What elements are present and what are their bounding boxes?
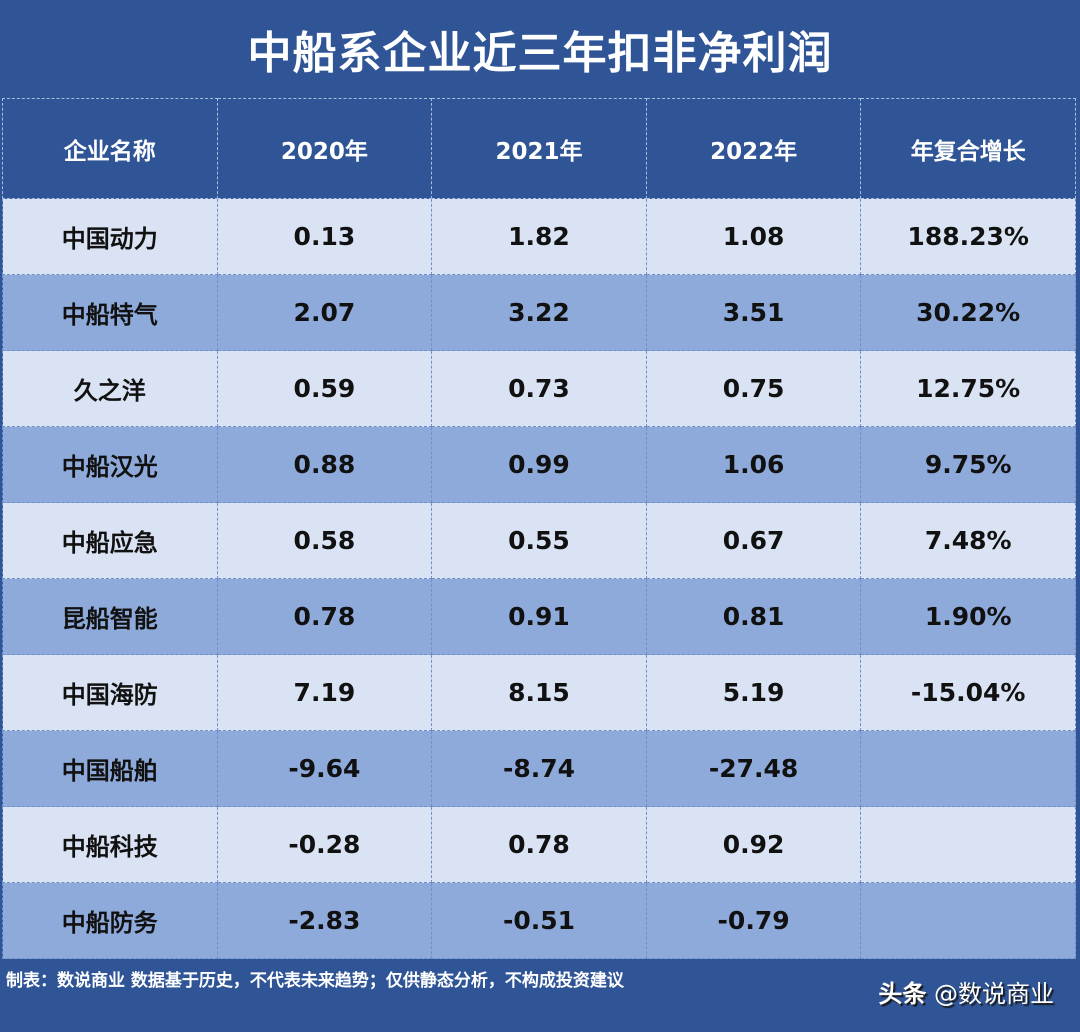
value-2021: 0.78 [431, 806, 647, 883]
value-2022: 1.06 [645, 426, 862, 503]
value-2021: 0.91 [431, 578, 647, 655]
value-cagr: 1.90% [860, 578, 1076, 655]
value-2022: 0.75 [645, 350, 862, 427]
value-2022: -0.79 [645, 882, 862, 959]
value-2022: 3.51 [645, 274, 862, 351]
value-2022: 0.67 [645, 502, 862, 579]
table-row: 昆船智能 0.78 0.91 0.81 1.90% [2, 578, 1076, 655]
value-cagr: 12.75% [860, 350, 1076, 427]
value-cagr: 30.22% [860, 274, 1076, 351]
company-name: 中船应急 [2, 502, 218, 579]
table-row: 中船防务 -2.83 -0.51 -0.79 [2, 882, 1076, 959]
value-2021: -8.74 [431, 730, 647, 807]
company-name: 中国船舶 [2, 730, 218, 807]
header-cagr: 年复合增长 [860, 98, 1076, 199]
value-2022: 1.08 [645, 198, 862, 275]
value-2021: -0.51 [431, 882, 647, 959]
page-title: 中船系企业近三年扣非净利润 [247, 28, 833, 79]
value-2020: -0.28 [216, 806, 433, 883]
value-2020: 0.58 [216, 502, 433, 579]
value-cagr: 188.23% [860, 198, 1076, 275]
table-row: 中船应急 0.58 0.55 0.67 7.48% [2, 502, 1076, 579]
table-row: 中国动力 0.13 1.82 1.08 188.23% [2, 198, 1076, 275]
value-2020: -9.64 [216, 730, 433, 807]
table-row: 中船特气 2.07 3.22 3.51 30.22% [2, 274, 1076, 351]
value-2021: 3.22 [431, 274, 647, 351]
company-name: 中国动力 [2, 198, 218, 275]
value-cagr [860, 730, 1076, 807]
company-name: 中船特气 [2, 274, 218, 351]
value-cagr: -15.04% [860, 654, 1076, 731]
company-name: 久之洋 [2, 350, 218, 427]
value-2021: 0.73 [431, 350, 647, 427]
table-row: 中国海防 7.19 8.15 5.19 -15.04% [2, 654, 1076, 731]
company-name: 中船防务 [2, 882, 218, 959]
watermark-brand: 头条 [878, 980, 927, 1008]
value-2022: -27.48 [645, 730, 862, 807]
header-2022: 2022年 [645, 98, 862, 199]
table-row: 中船科技 -0.28 0.78 0.92 [2, 806, 1076, 883]
value-2020: 0.88 [216, 426, 433, 503]
value-2021: 0.99 [431, 426, 647, 503]
table-row: 中船汉光 0.88 0.99 1.06 9.75% [2, 426, 1076, 503]
company-name: 中船科技 [2, 806, 218, 883]
table-header-row: 企业名称 2020年 2021年 2022年 年复合增长 [2, 98, 1076, 199]
value-2022: 0.81 [645, 578, 862, 655]
value-2020: 0.59 [216, 350, 433, 427]
value-2020: -2.83 [216, 882, 433, 959]
value-2022: 0.92 [645, 806, 862, 883]
value-2020: 0.13 [216, 198, 433, 275]
profit-table: 企业名称 2020年 2021年 2022年 年复合增长 中国动力 0.13 1… [2, 98, 1076, 959]
value-2020: 0.78 [216, 578, 433, 655]
company-name: 中船汉光 [2, 426, 218, 503]
header-company: 企业名称 [2, 98, 218, 199]
watermark-account: @数说商业 [934, 980, 1054, 1008]
header-2020: 2020年 [216, 98, 433, 199]
table-row: 久之洋 0.59 0.73 0.75 12.75% [2, 350, 1076, 427]
table-row: 中国船舶 -9.64 -8.74 -27.48 [2, 730, 1076, 807]
watermark: 头条 @数说商业 [878, 974, 1054, 1009]
value-cagr: 7.48% [860, 502, 1076, 579]
value-cagr [860, 882, 1076, 959]
value-cagr: 9.75% [860, 426, 1076, 503]
value-cagr [860, 806, 1076, 883]
company-name: 昆船智能 [2, 578, 218, 655]
company-name: 中国海防 [2, 654, 218, 731]
header-2021: 2021年 [431, 98, 647, 199]
value-2022: 5.19 [645, 654, 862, 731]
value-2020: 2.07 [216, 274, 433, 351]
value-2020: 7.19 [216, 654, 433, 731]
value-2021: 8.15 [431, 654, 647, 731]
value-2021: 1.82 [431, 198, 647, 275]
value-2021: 0.55 [431, 502, 647, 579]
source-disclaimer: 制表：数说商业 数据基于历史，不代表未来趋势；仅供静态分析，不构成投资建议 [6, 971, 624, 991]
